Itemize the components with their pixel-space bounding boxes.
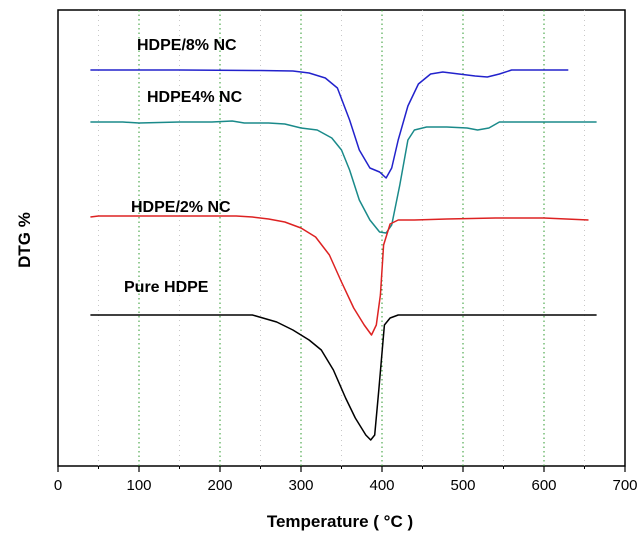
x-tick-label: 700 xyxy=(612,477,637,494)
series-line-3 xyxy=(90,314,597,441)
series-label-4pct: HDPE4% NC xyxy=(147,89,243,106)
series-label-2pct: HDPE/2% NC xyxy=(131,199,231,216)
plot-area xyxy=(57,9,626,467)
x-tick-label: 0 xyxy=(54,477,62,494)
x-tick-label: 500 xyxy=(450,477,475,494)
series-line-1 xyxy=(90,120,597,234)
series-label-8pct: HDPE/8% NC xyxy=(137,37,237,54)
x-tick-label: 200 xyxy=(207,477,232,494)
y-axis-title: DTG % xyxy=(15,212,34,268)
x-tick-label: 300 xyxy=(288,477,313,494)
series-line-2 xyxy=(90,215,589,336)
x-axis: 0 100 200 300 400 500 600 700 xyxy=(54,466,638,494)
x-tick-label: 600 xyxy=(531,477,556,494)
x-axis-title: Temperature ( °C ) xyxy=(267,512,413,531)
series-lines xyxy=(90,69,597,441)
x-tick-label: 100 xyxy=(126,477,151,494)
series-line-0 xyxy=(90,69,569,179)
x-tick-label: 400 xyxy=(369,477,394,494)
series-label-pure: Pure HDPE xyxy=(124,279,209,296)
